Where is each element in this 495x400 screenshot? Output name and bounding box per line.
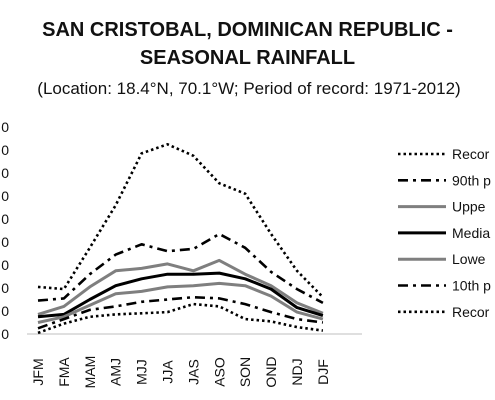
- y-tick-label: 0: [1, 257, 9, 273]
- series-line-3: [37, 258, 324, 316]
- legend-label: Media: [452, 225, 490, 241]
- legend-label: Recor: [452, 146, 490, 162]
- chart-title: SAN CRISTOBAL, DOMINICAN REPUBLIC - SEAS…: [0, 16, 495, 72]
- series-layer: [37, 143, 324, 335]
- x-tick-label: JFM: [30, 358, 46, 385]
- x-tick-label: JAS: [185, 359, 201, 385]
- x-tick-label: AMJ: [108, 358, 124, 386]
- legend-label: 10th p: [452, 278, 491, 294]
- legend-label: Uppe: [452, 199, 486, 215]
- y-tick-label: 0: [1, 303, 9, 319]
- y-tick-label: 0: [1, 165, 9, 181]
- series-line-4: [37, 271, 324, 319]
- x-tick-label: FMA: [56, 357, 72, 387]
- x-tick-label: MAM: [82, 356, 98, 389]
- chart-subtitle: (Location: 18.4°N, 70.1°W; Period of rec…: [37, 79, 461, 98]
- x-tick-label: DJF: [315, 359, 331, 385]
- x-tick-label: MJJ: [134, 359, 150, 385]
- y-tick-label: 0: [1, 119, 9, 135]
- y-tick-label: 0: [1, 326, 9, 342]
- y-tick-label: 0: [1, 142, 9, 158]
- series-line-6: [37, 295, 324, 330]
- y-tick-label: 0: [1, 280, 9, 296]
- x-tick-label: OND: [263, 356, 279, 387]
- legend-label: Recor: [452, 304, 490, 320]
- legend: Recor 90th p Uppe Media Lowe 10th p Recor: [398, 146, 491, 320]
- series-line-1: [37, 143, 324, 299]
- series-line-2: [37, 232, 324, 305]
- y-tick-label: 0: [1, 211, 9, 227]
- x-tick-label: NDJ: [289, 358, 305, 385]
- x-tick-label: ASO: [211, 357, 227, 387]
- y-tick-label: 0: [1, 188, 9, 204]
- chart-title-line-1: SAN CRISTOBAL, DOMINICAN REPUBLIC -: [42, 19, 453, 41]
- y-tick-label: 0: [1, 234, 9, 250]
- x-tick-label: SON: [237, 357, 253, 387]
- series-line-7: [37, 302, 324, 335]
- legend-label: 90th p: [452, 172, 491, 188]
- x-axis: JFM FMA MAM AMJ MJJ JJA JAS ASO SON OND NDJ DJF: [27, 333, 362, 389]
- legend-label: Lowe: [452, 251, 486, 267]
- chart-title-line-2: SEASONAL RAINFALL: [139, 47, 356, 69]
- y-axis: 0 0 0 0 0 0 0 0 0 0: [1, 119, 9, 342]
- x-tick-label: JJA: [160, 360, 176, 384]
- series-line-5: [37, 281, 324, 324]
